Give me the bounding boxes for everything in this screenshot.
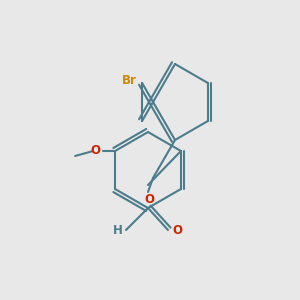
Text: H: H <box>113 224 123 238</box>
Text: O: O <box>172 224 182 238</box>
Text: O: O <box>90 145 100 158</box>
Text: O: O <box>144 193 154 206</box>
Text: Br: Br <box>122 74 137 88</box>
